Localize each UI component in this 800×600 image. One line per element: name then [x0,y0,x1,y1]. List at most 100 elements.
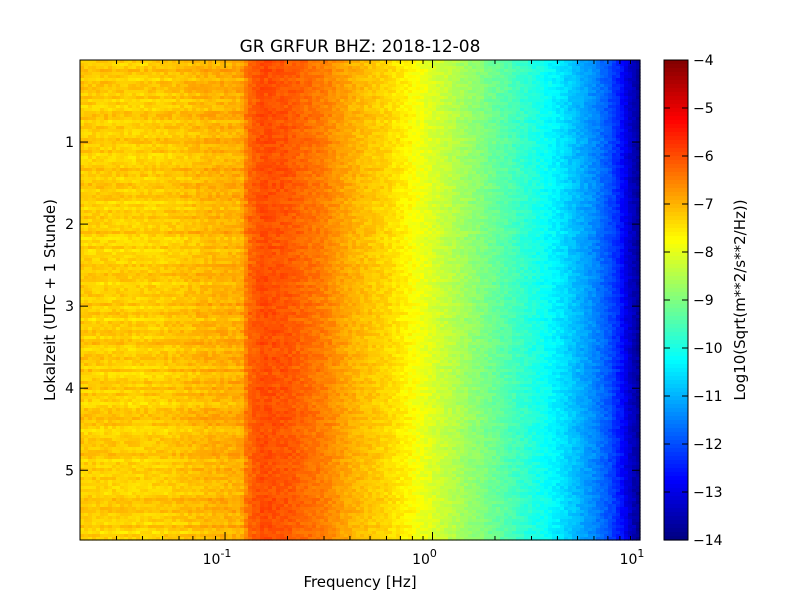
heatmap-cell [120,66,125,70]
heatmap-cell [192,66,197,70]
heatmap-cell [128,99,133,103]
heatmap-cell [248,66,253,70]
heatmap-cell [240,60,245,64]
heatmap-cell [136,81,141,85]
heatmap-cell [584,60,589,64]
heatmap-cell [376,90,381,94]
heatmap-cell [464,78,469,82]
heatmap-cell [432,90,437,94]
heatmap-cell [288,66,293,70]
heatmap-cell [332,84,337,88]
heatmap-cell [232,72,237,76]
heatmap-cell [560,90,565,94]
heatmap-cell [296,84,301,88]
heatmap-cell [376,63,381,67]
heatmap-cell [148,87,153,91]
heatmap-cell [128,90,133,94]
heatmap-cell [80,81,85,85]
heatmap-cell [292,81,297,85]
heatmap-cell [136,69,141,73]
heatmap-cell [472,63,477,67]
heatmap-cell [332,60,337,64]
heatmap-cell [228,60,233,64]
heatmap-cell [564,72,569,76]
heatmap-cell [144,96,149,100]
heatmap-cell [156,84,161,88]
heatmap-cell [120,78,125,82]
heatmap-cell [380,69,385,73]
heatmap-cell [128,69,133,73]
heatmap-cell [344,93,349,97]
heatmap-cell [304,72,309,76]
heatmap-cell [452,60,457,64]
heatmap-cell [520,78,525,82]
heatmap-cell [304,81,309,85]
heatmap-cell [80,60,85,64]
heatmap-cell [148,90,153,94]
heatmap-cell [532,60,537,64]
heatmap-cell [536,84,541,88]
heatmap-cell [468,90,473,94]
heatmap-cell [156,87,161,91]
heatmap-cell [576,66,581,70]
heatmap-cell [596,78,601,82]
heatmap-cell [540,84,545,88]
heatmap-cell [456,66,461,70]
heatmap-cell [568,90,573,94]
heatmap-cell [364,60,369,64]
heatmap-cell [312,93,317,97]
heatmap-cell [360,69,365,73]
heatmap-cell [400,69,405,73]
heatmap-cell [560,87,565,91]
heatmap-cell [560,63,565,67]
heatmap-cell [616,96,621,100]
heatmap-cell [540,60,545,64]
heatmap-cell [332,75,337,79]
heatmap-cell [520,81,525,85]
heatmap-cell [404,63,409,67]
heatmap-cell [260,72,265,76]
heatmap-cell [312,90,317,94]
heatmap-cell [580,69,585,73]
heatmap-cell [136,60,141,64]
heatmap-cell [496,96,501,100]
heatmap-cell [312,66,317,70]
heatmap-cell [164,90,169,94]
heatmap-cell [304,78,309,82]
heatmap-cell [380,90,385,94]
heatmap-cell [436,75,441,79]
heatmap-cell [508,66,513,70]
heatmap-cell [368,78,373,82]
heatmap-cell [556,84,561,88]
heatmap-cell [192,93,197,97]
heatmap-cell [304,63,309,67]
heatmap-cell [292,66,297,70]
heatmap-cell [280,84,285,88]
heatmap-cell [340,72,345,76]
heatmap-cell [324,72,329,76]
heatmap-cell [416,63,421,67]
heatmap-cell [332,78,337,82]
heatmap-cell [208,78,213,82]
heatmap-cell [548,66,553,70]
heatmap-cell [140,99,145,103]
heatmap-cell [312,84,317,88]
heatmap-cell [256,75,261,79]
heatmap-cell [124,69,129,73]
heatmap-cell [332,90,337,94]
heatmap-cell [332,87,337,91]
heatmap-cell [204,96,209,100]
heatmap-cell [152,93,157,97]
heatmap-cell [292,72,297,76]
heatmap-cell [580,96,585,100]
heatmap-cell [536,96,541,100]
heatmap-cell [344,75,349,79]
heatmap-cell [248,87,253,91]
heatmap-cell [580,90,585,94]
heatmap-cell [268,72,273,76]
heatmap-cell [540,72,545,76]
heatmap-cell [588,81,593,85]
heatmap-cell [240,90,245,94]
heatmap-cell [424,90,429,94]
heatmap-cell [620,60,625,64]
